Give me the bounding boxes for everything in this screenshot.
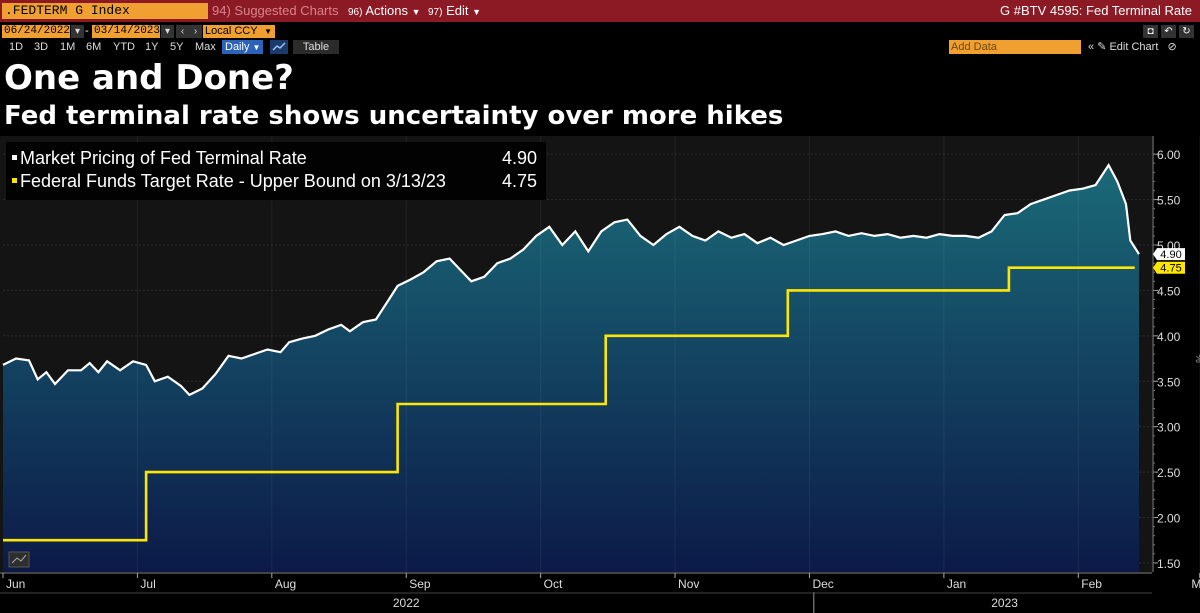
line-chart-icon[interactable] [270,40,288,54]
edit-menu[interactable]: 97) Edit ▼ [428,3,481,19]
edit-chart-button[interactable]: « ✎ Edit Chart ⊘ [1088,40,1177,54]
currency-select[interactable]: Local CCY ▼ [203,25,275,38]
x-tick-label-oct: Oct [544,577,563,591]
last-value-text-terminal: 4.90 [1160,249,1181,261]
edit-chart-label: Edit Chart [1109,41,1159,53]
x-tick-label-feb: Feb [1081,577,1102,591]
chart: 1.502.002.503.003.504.004.505.005.506.00… [0,136,1200,613]
period-5y[interactable]: 5Y [170,41,184,53]
legend-label-fed-funds: Federal Funds Target Rate - Upper Bound … [20,171,446,191]
x-tick-label-jun: Jun [6,577,25,591]
collapse-icon: « [1088,41,1095,53]
x-tick-label-aug: Aug [275,577,296,591]
period-6m[interactable]: 6M [86,41,102,53]
window-title: G #BTV 4595: Fed Terminal Rate [1000,3,1192,18]
last-value-text-fed-funds: 4.75 [1160,263,1181,275]
legend-value-fed-funds: 4.75 [502,171,537,191]
period-row: 1D 3D 1M 6M YTD 1Y 5Y Max Daily ▼ Table … [0,40,1200,54]
date-separator: - [85,25,89,37]
edit-label: Edit [446,3,469,18]
add-data-input[interactable]: Add Data [949,40,1081,54]
scroll-right-icon[interactable]: › [189,25,202,38]
start-date-dropdown-icon[interactable]: ▾ [71,25,84,38]
x-year-label-2023: 2023 [991,596,1018,610]
end-date-input[interactable]: 03/14/2023 [92,25,161,38]
date-range-row: 06/24/2022 ▾ - 03/14/2023 ▾ ‹ › Local CC… [0,24,1200,39]
last-value-badge-terminal [1153,248,1185,261]
period-3d[interactable]: 3D [34,41,49,53]
y-tick-label-1: 2.00 [1157,512,1181,526]
top-command-bar: .FEDTERM G Index 94) Suggested Charts 96… [0,0,1200,22]
y-tick-label-3: 3.00 [1157,421,1181,435]
y-tick-label-2: 2.50 [1157,466,1181,480]
period-1d[interactable]: 1D [9,41,24,53]
legend-value-terminal: 4.90 [502,148,537,168]
subheadline: Fed terminal rate shows uncertainty over… [4,101,784,131]
x-tick-label-nov: Nov [678,577,699,591]
terminal-rate-line [2,162,1140,397]
frequency-select[interactable]: Daily ▼ [222,40,264,54]
pencil-icon: ✎ [1097,41,1107,53]
x-year-label-2022: 2022 [393,596,420,610]
y-tick-label-4: 3.50 [1157,375,1181,389]
suggested-charts-menu[interactable]: 94) Suggested Charts [212,3,339,19]
fed-funds-rate-line [3,266,1135,542]
currency-caret-icon: ▼ [264,27,272,36]
pin-icon: ⊘ [1167,41,1177,53]
last-value-badge-fed-funds [1153,261,1185,274]
window-restore-icon[interactable]: ◘ [1143,25,1158,38]
legend-swatch-fed-funds [12,178,17,183]
legend: Market Pricing of Fed Terminal Rate 4.90… [6,142,546,200]
frequency-caret-icon: ▼ [252,43,261,52]
start-date-input[interactable]: 06/24/2022 [2,25,71,38]
chart-thumbnail-icon [11,554,27,564]
ticker-command-input[interactable]: .FEDTERM G Index [2,3,208,19]
x-tick-label-dec: Dec [812,577,833,591]
y-tick-label-8: 5.50 [1157,194,1181,208]
y-tick-label-9: 6.00 [1157,148,1181,162]
y-unit-label: % [1193,354,1200,363]
legend-label-terminal: Market Pricing of Fed Terminal Rate [20,148,307,168]
terminal-rate-area [3,165,1139,572]
period-max[interactable]: Max [195,41,216,53]
period-1m[interactable]: 1M [60,41,76,53]
actions-menu[interactable]: 96) Actions ▼ [348,3,421,19]
scroll-left-icon[interactable]: ‹ [176,25,189,38]
y-tick-label-0: 1.50 [1157,557,1181,571]
table-button[interactable]: Table [293,40,339,54]
edit-caret-icon: ▼ [472,7,482,17]
x-tick-label-sep: Sep [409,577,431,591]
x-tick-label-jan: Jan [947,577,966,591]
actions-number: 96) [348,7,363,18]
actions-label: Actions [365,3,408,18]
x-tick-label-mar: Mar [1191,577,1200,591]
period-ytd[interactable]: YTD [113,41,135,53]
refresh-icon[interactable]: ↻ [1179,25,1194,38]
y-tick-label-5: 4.00 [1157,330,1181,344]
frequency-label: Daily [225,41,250,53]
currency-label: Local CCY [205,25,258,37]
undo-icon[interactable]: ↶ [1161,25,1176,38]
period-1y[interactable]: 1Y [145,41,159,53]
actions-caret-icon: ▼ [411,7,421,17]
y-tick-label-6: 4.50 [1157,284,1181,298]
x-tick-label-jul: Jul [140,577,155,591]
legend-swatch-terminal [12,155,17,160]
legend-box [6,142,546,200]
edit-number: 97) [428,7,443,18]
end-date-dropdown-icon[interactable]: ▾ [161,25,174,38]
headline: One and Done? [4,58,294,98]
suggested-charts-number: 94) [212,3,231,18]
chart-thumbnail-button[interactable] [8,551,30,568]
suggested-charts-label: Suggested Charts [234,3,339,18]
